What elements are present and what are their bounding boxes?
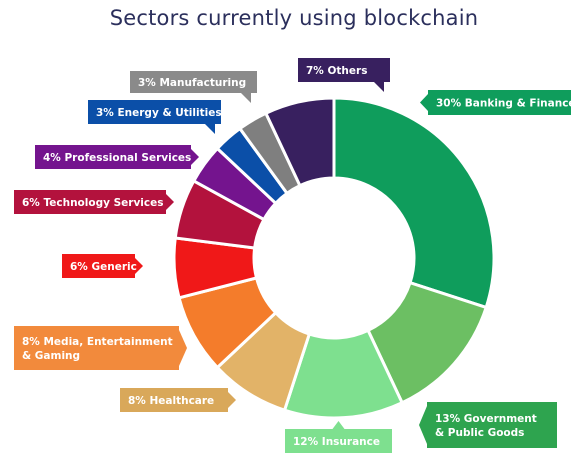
label-box (14, 190, 166, 214)
slice-label-12-insurance: 12% Insurance (285, 421, 392, 453)
slice-label-3-manufacturing: 3% Manufacturing (130, 71, 257, 103)
label-text: 3% Energy & Utilities (96, 107, 222, 119)
label-text: 7% Others (306, 65, 367, 77)
chart-title: Sectors currently using blockchain (109, 6, 479, 30)
slice-labels: 30% Banking & Finance 13% Government & Pub… (14, 58, 576, 453)
slice-label-8-healthcare: 8% Healthcare (120, 388, 236, 412)
label-pointer (419, 406, 427, 444)
label-pointer (135, 258, 143, 274)
label-pointer (166, 194, 174, 210)
label-box (88, 100, 221, 124)
slice-label-13-government-public-goods: 13% Government & Public Goods (419, 402, 557, 448)
slice-label-6-technology-services: 6% Technology Services (14, 190, 174, 214)
slice-7-others (263, 96, 336, 188)
label-pointer (179, 330, 187, 366)
slice-label-8-media-entertainment-gaming: 8% Media, Entertainment & Gaming (14, 326, 187, 370)
label-pointer (228, 392, 236, 408)
label-pointer (191, 149, 199, 165)
slice-label-3-energy-utilities: 3% Energy & Utilities (88, 100, 222, 134)
label-text: 8% Healthcare (128, 395, 214, 407)
label-text: 4% Professional Services (43, 152, 191, 164)
label-pointer (374, 82, 384, 92)
label-box (285, 429, 392, 453)
label-box (120, 388, 228, 412)
slice-30-banking-finance (332, 96, 496, 310)
label-pointer (332, 421, 345, 429)
label-pointer (205, 124, 215, 134)
label-box (35, 145, 191, 169)
slice-label-4-professional-services: 4% Professional Services (35, 145, 199, 169)
slice-label-30-banking-finance: 30% Banking & Finance (420, 90, 576, 115)
label-text: 30% Banking & Finance (436, 98, 576, 110)
slice-label-7-others: 7% Others (298, 58, 390, 92)
slice-label-6-generic: 6% Generic (62, 254, 143, 278)
label-box (427, 402, 557, 448)
label-text: 12% Insurance (293, 436, 380, 448)
label-box (130, 71, 257, 93)
label-pointer (241, 93, 251, 103)
label-text: 13% Government & Public Goods (435, 413, 537, 439)
label-text: 3% Manufacturing (138, 77, 246, 89)
donut-slices (172, 96, 496, 420)
label-box (62, 254, 135, 278)
label-box (428, 90, 571, 115)
label-box (298, 58, 390, 82)
label-box (14, 326, 179, 370)
label-text: 6% Technology Services (22, 197, 164, 209)
label-text: 6% Generic (70, 261, 137, 273)
label-pointer (420, 94, 428, 111)
label-text: 8% Media, Entertainment & Gaming (22, 336, 173, 362)
